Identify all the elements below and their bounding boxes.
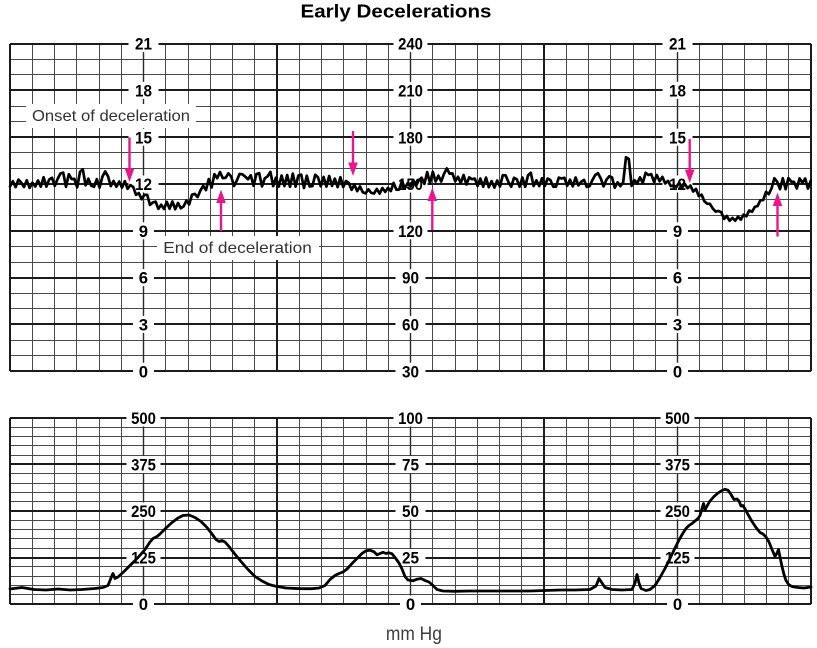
svg-text:50: 50 (402, 502, 419, 521)
svg-text:30: 30 (402, 362, 419, 381)
svg-text:75: 75 (402, 456, 419, 475)
svg-text:mm Hg: mm Hg (386, 624, 442, 645)
svg-text:250: 250 (131, 502, 156, 521)
svg-text:60: 60 (402, 316, 419, 335)
svg-text:375: 375 (665, 456, 690, 475)
svg-text:25: 25 (402, 549, 419, 568)
svg-text:240: 240 (398, 35, 423, 54)
svg-text:0: 0 (673, 362, 682, 381)
svg-text:375: 375 (131, 456, 156, 475)
svg-text:210: 210 (398, 82, 423, 101)
svg-text:9: 9 (673, 222, 682, 241)
svg-text:End of deceleration: End of deceleration (163, 240, 311, 257)
svg-text:3: 3 (673, 316, 682, 335)
svg-text:3: 3 (139, 316, 148, 335)
svg-text:250: 250 (665, 502, 690, 521)
svg-text:125: 125 (131, 549, 156, 568)
svg-text:15: 15 (135, 128, 152, 147)
svg-text:0: 0 (139, 595, 148, 614)
svg-text:Onset of deceleration: Onset of deceleration (32, 108, 190, 125)
svg-text:100: 100 (398, 409, 423, 428)
svg-text:0: 0 (673, 595, 682, 614)
svg-text:0: 0 (139, 362, 148, 381)
svg-text:18: 18 (669, 82, 686, 101)
svg-text:120: 120 (398, 222, 423, 241)
svg-text:21: 21 (669, 35, 686, 54)
svg-text:180: 180 (398, 128, 423, 147)
svg-text:9: 9 (139, 222, 148, 241)
svg-text:500: 500 (131, 409, 156, 428)
svg-text:500: 500 (665, 409, 690, 428)
svg-text:21: 21 (135, 35, 152, 54)
svg-text:90: 90 (402, 269, 419, 288)
svg-text:15: 15 (669, 128, 686, 147)
svg-text:12: 12 (135, 175, 152, 194)
svg-text:Early Decelerations: Early Decelerations (301, 2, 492, 22)
svg-text:6: 6 (673, 269, 682, 288)
svg-text:6: 6 (139, 269, 148, 288)
svg-text:0: 0 (406, 595, 415, 614)
svg-text:18: 18 (135, 82, 152, 101)
